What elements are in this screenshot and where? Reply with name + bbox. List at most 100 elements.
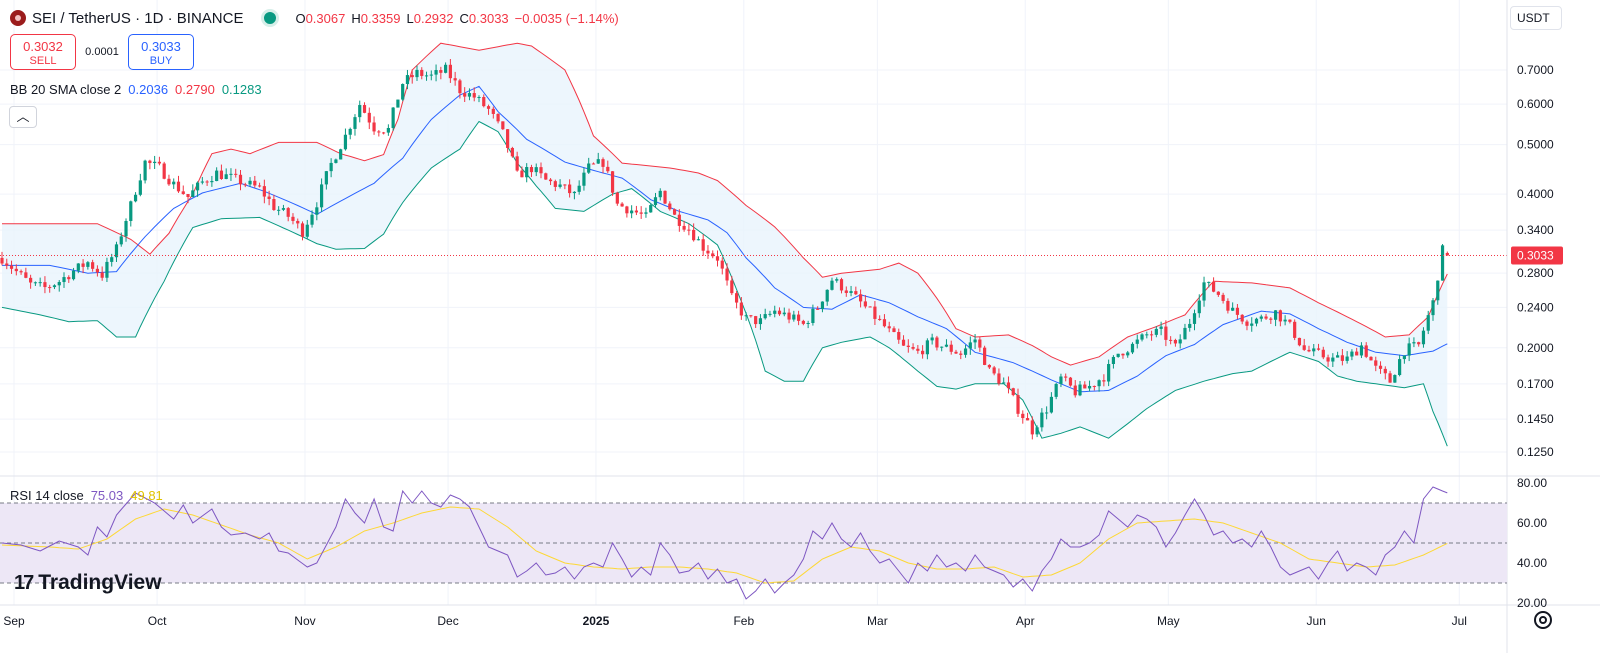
- candle-body: [229, 173, 233, 175]
- candle-body: [968, 342, 972, 349]
- symbol-header[interactable]: SEI / TetherUS · 1D · BINANCE O0.3067 H0…: [10, 8, 619, 28]
- candle-body: [100, 272, 104, 278]
- candle-body: [105, 261, 109, 278]
- candle-body: [119, 236, 123, 245]
- price-tick-label: 0.4000: [1517, 187, 1554, 201]
- last-price-badge: [1511, 246, 1563, 265]
- candle-body: [76, 263, 80, 271]
- candle-body: [405, 75, 410, 85]
- candle-body: [835, 279, 839, 281]
- candle-body: [687, 229, 691, 231]
- candle-body: [186, 194, 190, 197]
- candle-body: [477, 97, 481, 99]
- candle-body: [663, 190, 667, 204]
- candle-body: [668, 203, 672, 210]
- candle-body: [582, 172, 586, 186]
- candle-body: [1135, 339, 1139, 344]
- candle-body: [539, 167, 543, 174]
- candle-body: [143, 160, 147, 181]
- candle-body: [887, 326, 891, 329]
- candle-body: [124, 220, 128, 237]
- gear-icon[interactable]: [1534, 611, 1552, 629]
- bb-legend-name[interactable]: BB 20 SMA close 2: [10, 82, 122, 97]
- rsi-tick-label: 60.00: [1517, 516, 1547, 530]
- buy-button[interactable]: 0.3033 BUY: [128, 34, 194, 70]
- candle-body: [758, 318, 763, 325]
- bollinger-legend[interactable]: BB 20 SMA close 2 0.2036 0.2790 0.1283: [10, 82, 262, 97]
- candle-body: [763, 314, 767, 319]
- candle-body: [997, 373, 1001, 384]
- candle-body: [544, 173, 548, 180]
- candle-body: [1364, 345, 1368, 357]
- candle-body: [71, 270, 76, 280]
- candle-body: [863, 301, 867, 307]
- candle-body: [1025, 418, 1030, 421]
- candle-body: [634, 210, 639, 213]
- collapse-legend-button[interactable]: ︿: [9, 106, 37, 128]
- currency-selector[interactable]: USDT: [1510, 6, 1562, 30]
- candle-body: [692, 229, 696, 241]
- candle-body: [1183, 327, 1187, 340]
- candle-body: [1068, 377, 1073, 386]
- candle-body: [773, 310, 777, 314]
- candle-body: [1331, 357, 1335, 362]
- tradingview-logo[interactable]: 17 TradingView: [14, 571, 162, 595]
- candle-body: [768, 313, 772, 315]
- candle-body: [625, 206, 629, 214]
- sell-price: 0.3032: [23, 39, 63, 54]
- candle-body: [1235, 307, 1240, 315]
- sell-button[interactable]: 0.3032 SELL: [10, 34, 76, 70]
- candle-body: [701, 239, 705, 251]
- logo-text: TradingView: [38, 571, 162, 594]
- candle-body: [1288, 319, 1292, 322]
- candle-body: [191, 190, 195, 197]
- price-tick-label: 0.2400: [1517, 300, 1554, 314]
- buy-label: BUY: [149, 55, 173, 67]
- candle-body: [925, 340, 929, 355]
- rsi-legend-name[interactable]: RSI 14 close: [10, 488, 84, 503]
- candle-body: [935, 337, 939, 348]
- spread-value: 0.0001: [85, 46, 119, 58]
- candle-body: [1350, 351, 1354, 357]
- candle-body: [91, 262, 95, 269]
- candle-body: [649, 205, 653, 213]
- candle-body: [429, 74, 433, 76]
- time-tick-label: Nov: [294, 614, 315, 628]
- candle-body: [110, 257, 114, 262]
- candle-body: [987, 364, 991, 368]
- candle-body: [553, 181, 557, 187]
- candle-body: [38, 282, 42, 284]
- candle-body: [1197, 300, 1201, 314]
- symbol-title[interactable]: SEI / TetherUS · 1D · BINANCE: [32, 9, 244, 27]
- candle-body: [1345, 356, 1349, 361]
- price-tick-label: 0.2000: [1517, 341, 1554, 355]
- candle-body: [305, 224, 309, 237]
- candle-body: [529, 167, 534, 173]
- candle-body: [224, 174, 228, 180]
- candle-body: [410, 75, 414, 78]
- candle-body: [506, 129, 510, 148]
- candle-body: [892, 328, 896, 333]
- time-tick-label: Apr: [1016, 614, 1035, 628]
- candle-body: [133, 194, 138, 202]
- candle-body: [319, 184, 324, 208]
- rsi-tick-label: 40.00: [1517, 556, 1547, 570]
- candle-body: [1049, 396, 1053, 413]
- candle-body: [501, 121, 505, 130]
- candle-body: [672, 209, 677, 215]
- rsi-legend[interactable]: RSI 14 close 75.03 49.81: [10, 488, 163, 503]
- candle-body: [734, 293, 739, 303]
- candle-body: [200, 181, 204, 183]
- candle-body: [696, 239, 701, 241]
- candle-body: [1245, 321, 1249, 326]
- candle-body: [1006, 382, 1011, 389]
- candle-body: [744, 315, 748, 317]
- candle-body: [1045, 412, 1049, 414]
- candle-body: [334, 159, 338, 163]
- candle-body: [372, 122, 376, 132]
- candle-body: [362, 105, 367, 113]
- candle-body: [725, 268, 729, 281]
- candle-body: [1035, 427, 1039, 435]
- candle-body: [267, 196, 271, 199]
